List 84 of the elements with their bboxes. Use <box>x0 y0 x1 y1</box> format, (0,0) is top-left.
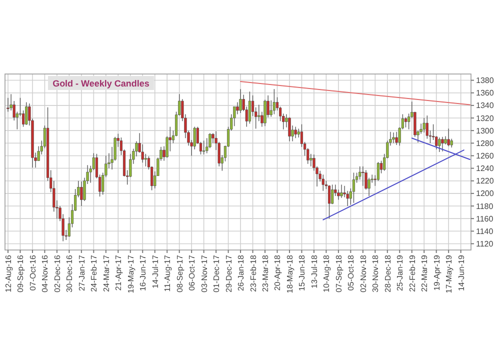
x-tick-label: 02-Nov-18 <box>358 254 368 292</box>
x-tick-label: 27-Jan-17 <box>77 254 86 292</box>
candlestick <box>239 88 242 114</box>
candlestick <box>141 144 144 163</box>
candlestick <box>233 106 236 127</box>
x-tick-label: 02-Dec-16 <box>52 254 62 292</box>
candlestick <box>352 172 356 204</box>
candlestick <box>310 153 312 167</box>
x-tick-label: 12-Aug-16 <box>4 254 13 292</box>
y-tick-label: 1300 <box>476 126 494 136</box>
x-tick-label: 20-Apr-18 <box>273 254 282 291</box>
x-tick-label: 26-Jan-18 <box>236 254 246 292</box>
x-tick-label: 21-Apr-17 <box>114 254 124 291</box>
candlestick <box>441 136 444 152</box>
y-tick-label: 1380 <box>476 76 494 86</box>
candlestick <box>236 102 239 115</box>
candlestick <box>331 184 334 204</box>
candlestick <box>328 184 331 219</box>
candlestick <box>362 166 364 186</box>
x-tick-label: 22-Mar-19 <box>420 254 430 292</box>
x-tick-label: 23-Mar-18 <box>261 254 270 292</box>
y-tick-label: 1260 <box>476 152 494 161</box>
candlestick <box>322 174 324 192</box>
candlestick <box>447 128 450 147</box>
x-tick-label: 06-Oct-17 <box>188 254 197 291</box>
y-tick-label: 1280 <box>476 138 494 148</box>
y-tick-label: 1180 <box>476 202 494 211</box>
x-tick-label: 19-May-17 <box>126 254 136 294</box>
candlestick <box>426 115 428 140</box>
y-tick-label: 1140 <box>476 226 494 236</box>
candlestick <box>25 102 28 126</box>
candlestick <box>288 117 291 142</box>
x-tick-label: 19-Apr-19 <box>432 254 442 291</box>
x-tick-label: 17-May-19 <box>444 254 454 294</box>
candlestick <box>264 99 266 127</box>
candlestick <box>208 132 212 149</box>
x-tick-label: 05-Oct-18 <box>346 254 356 291</box>
y-tick-label: 1160 <box>476 214 494 224</box>
x-tick-label: 16-Jun-17 <box>138 254 148 292</box>
candlestick <box>438 137 441 152</box>
x-tick-label: 23-Feb-18 <box>248 254 258 292</box>
y-tick-label: 1240 <box>476 164 494 174</box>
candlestick <box>395 131 398 146</box>
x-tick-label: 29-Dec-17 <box>224 254 234 292</box>
candlestick <box>6 98 10 112</box>
text: Gold - Weekly Candles <box>52 78 150 88</box>
candlestick <box>272 88 276 115</box>
x-tick-label: 01-Dec-17 <box>212 254 222 292</box>
x-tick-label: 11-Aug-17 <box>163 254 172 292</box>
x-tick-label: 28-Dec-18 <box>383 254 392 292</box>
y-tick-label: 1220 <box>476 176 494 186</box>
x-tick-label: 25-Jan-19 <box>396 254 405 292</box>
candlestick <box>294 126 297 138</box>
candlestick <box>392 132 395 144</box>
y-tick-label: 1360 <box>476 88 494 98</box>
y-tick-label: 1340 <box>476 101 494 110</box>
candlestick <box>144 153 147 167</box>
candlestick <box>258 104 260 122</box>
y-tick-label: 1120 <box>476 240 494 249</box>
y-tick-label: 1200 <box>476 189 494 198</box>
x-tick-label: 22-Feb-19 <box>408 254 417 292</box>
x-tick-label: 24-Feb-17 <box>90 254 99 292</box>
x-tick-label: 18-May-18 <box>285 254 294 294</box>
candlestick <box>422 118 426 133</box>
x-tick-label: 14-Jul-17 <box>150 254 160 288</box>
x-tick-label: 09-Sep-16 <box>16 254 26 292</box>
candlestick <box>340 184 343 198</box>
y-tick-label: 1320 <box>476 114 494 123</box>
candlestick <box>248 91 252 124</box>
x-tick-label: 15-Jun-18 <box>298 254 307 292</box>
x-tick-label: 13-Jul-18 <box>310 254 319 288</box>
candlestick <box>404 117 408 128</box>
x-tick-label: 10-Aug-18 <box>322 254 332 292</box>
candlestick <box>80 181 83 206</box>
x-tick-label: 08-Sep-17 <box>175 254 184 292</box>
candlestick <box>202 140 206 155</box>
x-tick-label: 30-Dec-16 <box>65 254 74 292</box>
x-tick-label: 24-Mar-17 <box>102 254 111 292</box>
x-tick-label: 30-Nov-18 <box>371 254 380 292</box>
x-tick-label: 07-Sep-18 <box>334 254 344 292</box>
x-tick-label: 07-Oct-16 <box>28 254 38 291</box>
x-tick-label: 14-Jun-19 <box>456 254 466 292</box>
x-tick-label: 03-Nov-17 <box>200 254 209 292</box>
x-tick-label: 04-Nov-16 <box>40 254 50 292</box>
